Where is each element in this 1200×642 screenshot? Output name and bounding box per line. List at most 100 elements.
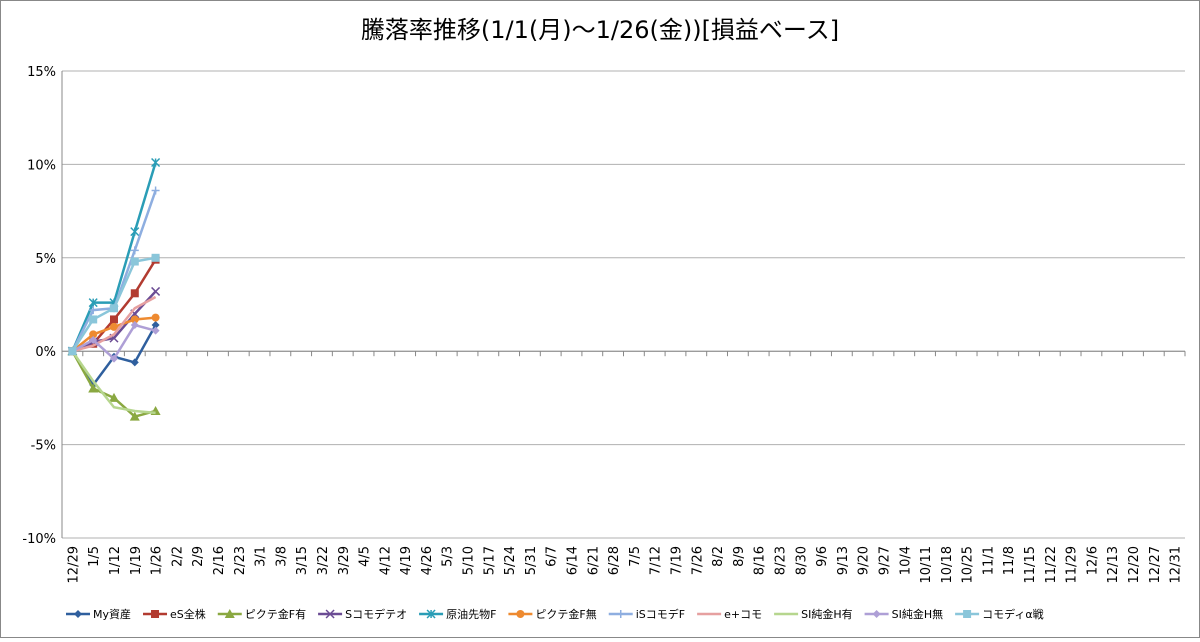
x-tick-label: 12/6 (1085, 546, 1100, 575)
x-tick-label: 11/1 (981, 546, 996, 575)
marker (89, 315, 98, 324)
marker (151, 253, 160, 262)
marker (109, 322, 118, 331)
legend-item: iSコモデF (608, 607, 685, 621)
marker (89, 306, 98, 315)
legend-item: ピクテ金F有 (217, 607, 306, 621)
x-tick-label: 2/2 (170, 546, 185, 567)
x-tick-label: 6/28 (607, 546, 622, 575)
x-tick-label: 3/8 (274, 546, 289, 567)
legend-label: SI純金H有 (801, 607, 853, 621)
legend-item: My資産 (66, 608, 131, 621)
x-tick-label: 9/6 (815, 546, 830, 567)
marker (151, 321, 160, 330)
x-tick-label: 12/29 (66, 546, 81, 583)
marker (130, 315, 139, 324)
x-tick-label: 5/17 (482, 546, 497, 575)
legend-item: SI純金H無 (864, 607, 944, 621)
x-tick-label: 8/30 (794, 546, 809, 575)
marker (130, 321, 139, 330)
marker (224, 609, 235, 618)
y-tick-label: 5% (35, 252, 56, 267)
legend-item: SI純金H有 (774, 607, 853, 621)
marker (129, 411, 140, 421)
marker (89, 330, 98, 339)
series (71, 350, 156, 415)
marker (872, 610, 881, 618)
x-tick-label: 1/26 (150, 546, 165, 575)
marker (108, 392, 119, 402)
marker (151, 313, 160, 322)
y-tick-label: 10% (27, 158, 56, 173)
marker (516, 610, 525, 618)
legend-item: 原油先物F (419, 607, 496, 621)
marker (426, 609, 436, 619)
marker (130, 246, 139, 255)
x-tick-label: 9/20 (857, 546, 872, 575)
x-tick-label: 10/25 (961, 546, 976, 583)
x-tick-label: 12/20 (1127, 546, 1142, 583)
x-tick-label: 2/16 (212, 546, 227, 575)
x-tick-label: 3/15 (295, 546, 310, 575)
legend-item: ピクテ金F無 (508, 607, 597, 621)
x-tick-label: 11/22 (1044, 546, 1059, 583)
x-tick-label: 5/24 (503, 546, 518, 575)
legend-label: My資産 (93, 608, 131, 621)
x-tick-label: 3/22 (316, 546, 331, 575)
x-tick-label: 7/12 (649, 546, 664, 575)
x-tick-label: 6/7 (545, 546, 560, 567)
legend-label: SI純金H無 (892, 607, 944, 621)
x-tick-label: 10/18 (940, 546, 955, 583)
marker (74, 610, 82, 618)
x-tick-label: 4/12 (378, 546, 393, 575)
marker (68, 347, 77, 356)
line (71, 350, 156, 415)
y-tick-label: -5% (31, 439, 56, 454)
legend-label: コモディα戦 (982, 607, 1043, 621)
x-tick-label: 1/12 (108, 546, 123, 575)
x-tick-label: 5/31 (524, 546, 539, 575)
legend-item: Sコモデテオ (318, 607, 407, 621)
x-tick-label: 9/27 (877, 546, 892, 575)
marker (151, 158, 161, 168)
x-tick-label: 6/14 (566, 546, 581, 575)
legend-item: eS全株 (143, 607, 206, 621)
marker (151, 286, 161, 296)
legend-label: eS全株 (170, 607, 206, 621)
marker (616, 610, 625, 618)
y-tick-label: -10% (22, 532, 56, 547)
x-tick-label: 7/26 (690, 546, 705, 575)
x-tick-label: 8/16 (753, 546, 768, 575)
marker (109, 354, 118, 363)
x-tick-label: 2/23 (233, 546, 248, 575)
x-tick-label: 5/10 (462, 546, 477, 575)
marker (130, 227, 140, 237)
x-tick-label: 8/9 (732, 546, 747, 567)
marker (109, 304, 118, 313)
x-tick-label: 7/5 (628, 546, 643, 567)
x-tick-label: 10/11 (919, 546, 934, 583)
legend-item: e+コモ (697, 608, 762, 621)
marker (88, 383, 99, 393)
x-tick-label: 4/19 (399, 546, 414, 575)
marker (130, 257, 139, 266)
y-tick-label: 15% (27, 65, 56, 80)
marker (130, 358, 139, 367)
x-tick-label: 11/15 (1023, 546, 1038, 583)
x-tick-label: 1/5 (87, 546, 102, 567)
x-tick-label: 12/27 (1148, 546, 1163, 583)
x-tick-label: 11/8 (1002, 546, 1017, 575)
chart-title: 騰落率推移(1/1(月)～1/26(金))[損益ベース] (361, 16, 839, 44)
x-tick-label: 3/29 (337, 546, 352, 575)
x-tick-label: 4/26 (420, 546, 435, 575)
legend-label: iSコモデF (636, 607, 685, 621)
marker (89, 335, 98, 344)
x-tick-label: 11/29 (1065, 546, 1080, 583)
x-tick-label: 4/5 (358, 546, 373, 567)
x-tick-label: 7/19 (669, 546, 684, 575)
x-tick-label: 8/23 (773, 546, 788, 575)
x-tick-label: 9/13 (836, 546, 851, 575)
x-tick-label: 1/19 (129, 546, 144, 575)
